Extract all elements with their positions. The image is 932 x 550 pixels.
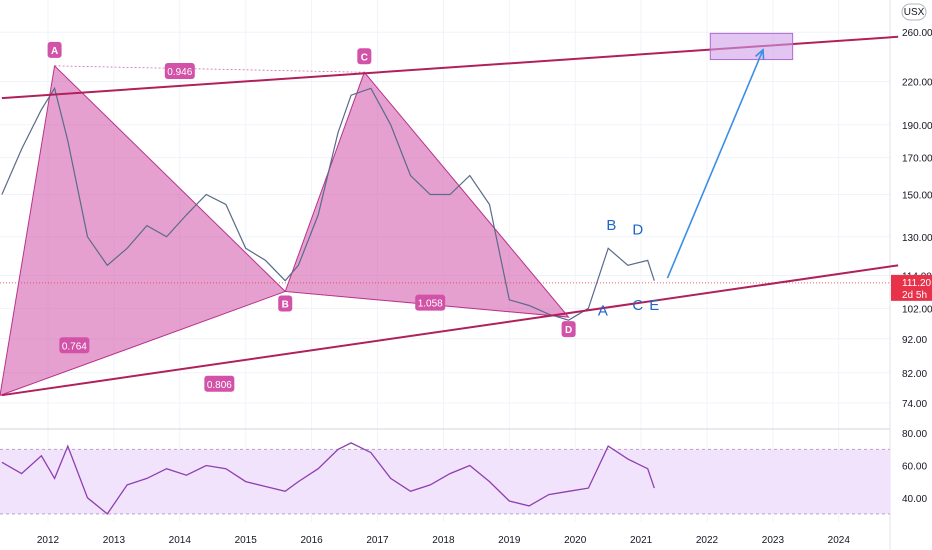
time-tick-label-6: 2018 <box>432 535 455 546</box>
wave-label-C: C <box>632 297 643 314</box>
time-tick-label-0: 2012 <box>37 535 60 546</box>
wave-label-A: A <box>598 303 608 320</box>
rsi-line <box>1 442 655 515</box>
pattern-bd-link <box>285 291 569 318</box>
price-tick-label-6: 150.00 <box>902 191 932 202</box>
time-tick-label-3: 2015 <box>235 535 258 546</box>
pattern-point-B-label: B <box>282 299 289 310</box>
currency-badge[interactable]: USX <box>901 3 927 21</box>
price-tick-label-3: 102.00 <box>902 304 932 315</box>
time-tick-label-1: 2013 <box>103 535 126 546</box>
price-tick-label-7: 170.00 <box>902 154 932 165</box>
time-tick-label-2: 2014 <box>169 535 192 546</box>
target-zone <box>666 32 794 279</box>
currency-label: USX <box>904 7 925 18</box>
wave-label-B: B <box>606 217 616 234</box>
projection-arrow-head <box>754 48 765 60</box>
rsi-band <box>0 449 890 514</box>
price-tick-label-2: 92.00 <box>902 335 927 346</box>
time-tick-label-9: 2021 <box>630 535 653 546</box>
target-zone-box <box>709 32 794 61</box>
price-tick-label-8: 190.00 <box>902 121 932 132</box>
ratio-badge-2 <box>59 337 90 354</box>
channel-lower-line <box>1 264 899 397</box>
countdown-label: 2d 5h <box>902 290 927 301</box>
rsi-tick-label-1: 60.00 <box>902 462 927 473</box>
price-tick-label-1: 82.00 <box>902 369 927 380</box>
current-price-tag <box>891 274 932 301</box>
time-tick-label-12: 2024 <box>828 535 851 546</box>
price-tick-label-0: 74.00 <box>902 399 927 410</box>
ratio-badge-1 <box>415 294 446 311</box>
rsi-tick-label-2: 80.00 <box>902 429 927 440</box>
wave-label-E: E <box>649 297 659 314</box>
pattern-point-D-badge <box>561 321 576 338</box>
annotations: A B C D 0.946 1.058 0.764 0.806 A B C D E <box>47 41 659 392</box>
time-tick-label-7: 2019 <box>498 535 521 546</box>
ratio-label-0: 0.946 <box>167 67 192 78</box>
pattern-point-C-label: C <box>361 52 368 63</box>
ratio-label-2: 0.764 <box>62 341 87 352</box>
time-tick-label-4: 2016 <box>300 535 323 546</box>
price-axis: 74.0082.0092.00102.00114.00130.00150.001… <box>891 28 932 505</box>
pattern-point-B-badge <box>278 295 293 312</box>
rsi-tick-label-0: 40.00 <box>902 494 927 505</box>
projection-arrow <box>666 49 764 279</box>
wave-label-D: D <box>632 222 643 239</box>
price-tick-label-10: 260.00 <box>902 28 932 39</box>
ratio-badge-3 <box>204 375 235 392</box>
ratio-badge-0 <box>164 62 195 79</box>
price-tick-label-5: 130.00 <box>902 233 932 244</box>
pattern-point-A-badge <box>47 41 62 58</box>
rsi-panel <box>0 442 890 515</box>
pattern-point-A-label: A <box>51 46 58 57</box>
current-price-label: 111.20 <box>902 278 932 289</box>
pattern-point-D-label: D <box>565 325 572 336</box>
ratio-label-3: 0.806 <box>207 380 232 391</box>
currency-badge-bg <box>901 3 927 21</box>
time-tick-label-10: 2022 <box>696 535 719 546</box>
time-tick-label-8: 2020 <box>564 535 587 546</box>
price-tick-label-9: 220.00 <box>902 78 932 89</box>
ratio-label-1: 1.058 <box>418 299 443 310</box>
time-tick-label-11: 2023 <box>762 535 785 546</box>
time-axis: 2012 2013 2014 2015 2016 2017 2018 2019 2020 2021… <box>37 535 850 546</box>
time-tick-label-5: 2017 <box>366 535 389 546</box>
pattern-point-C-badge <box>357 48 372 65</box>
